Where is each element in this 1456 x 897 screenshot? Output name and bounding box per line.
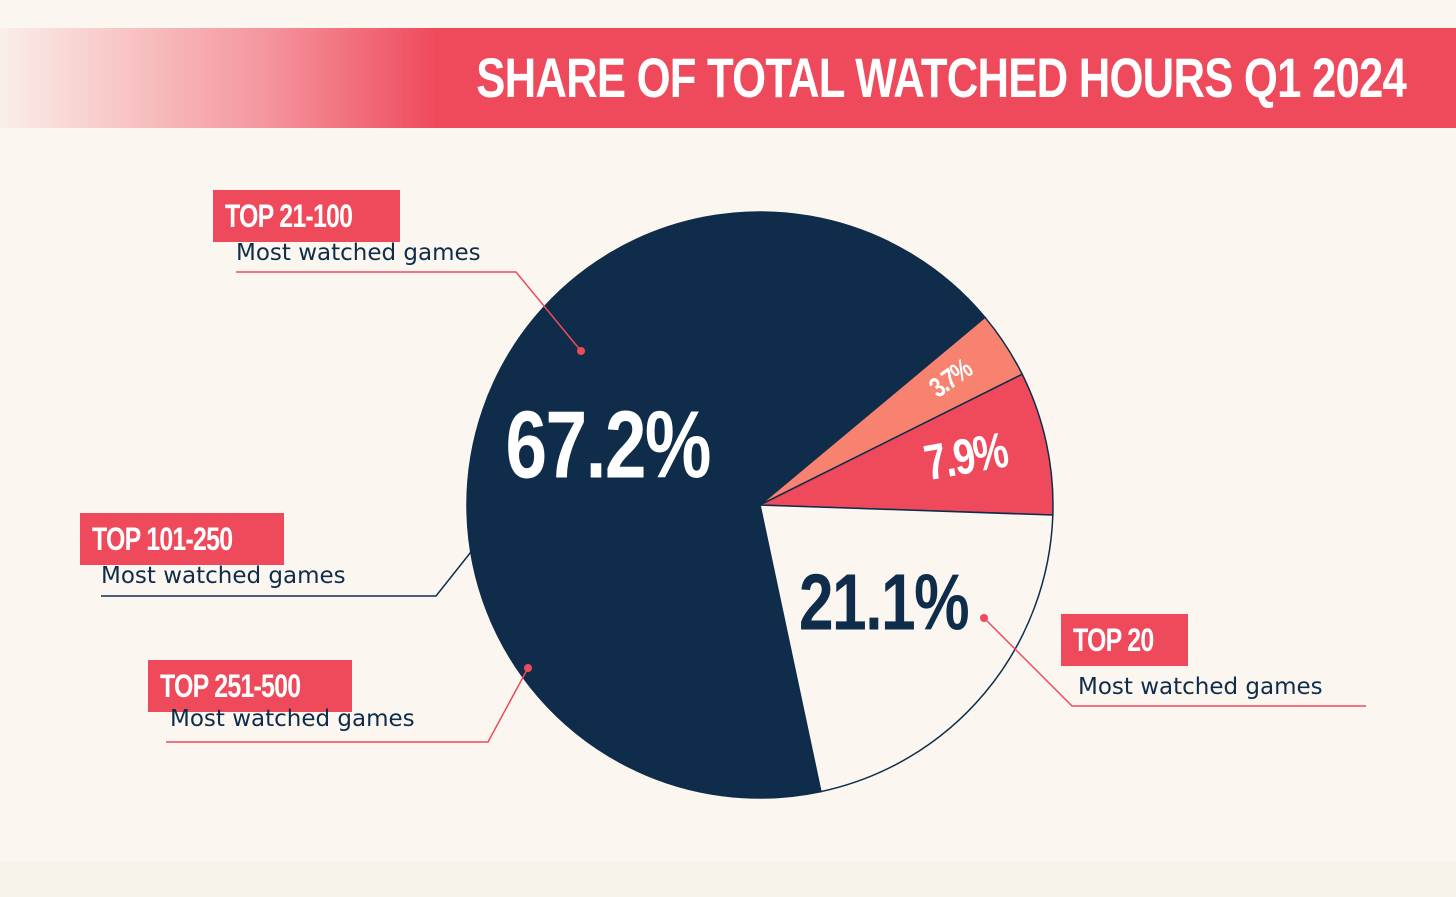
subtitle-top-101-250: Most watched games (101, 563, 346, 589)
leader-line-top-21-100 (236, 271, 582, 352)
leader-line-top-251-500 (166, 667, 529, 743)
value-label-top-21-100: 21.1% (799, 558, 968, 647)
subtitle-top-20: Most watched games (1078, 674, 1323, 700)
tag-top-101-250: TOP 101-250 (80, 513, 284, 565)
subtitle-top-251-500: Most watched games (170, 706, 415, 732)
pie-slice-top-101-250 (759, 373, 1054, 516)
tag-top-20: TOP 20 (1061, 614, 1189, 666)
tag-top-251-500: TOP 251-500 (148, 660, 352, 712)
leader-dot-top-20 (980, 614, 988, 622)
leader-line-top-20 (983, 617, 1366, 707)
value-label-top-20: 67.2% (505, 392, 710, 499)
pie-slice-top-20 (466, 211, 987, 799)
leader-dot-top-21-100 (577, 347, 585, 355)
leader-line-top-101-250 (101, 532, 487, 597)
subtitle-top-21-100: Most watched games (236, 240, 481, 266)
leader-dot-top-251-500 (524, 664, 532, 672)
chart-title: SHARE OF TOTAL WATCHED HOURS Q1 2024 (476, 46, 1407, 109)
leader-dot-top-101-250 (482, 529, 490, 537)
pie-slice-top-21-100 (759, 504, 1054, 793)
tag-top-21-100: TOP 21-100 (213, 190, 401, 242)
bottom-band (0, 861, 1456, 897)
title-banner (0, 28, 1456, 128)
